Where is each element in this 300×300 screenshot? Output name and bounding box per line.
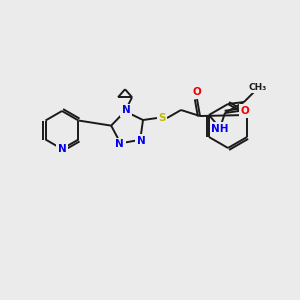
Text: O: O [193,87,201,97]
Text: S: S [158,113,166,123]
Text: O: O [241,106,249,116]
Text: NH: NH [211,124,229,134]
Text: N: N [122,105,130,115]
Text: N: N [115,139,124,149]
Text: CH₃: CH₃ [249,82,267,91]
Text: N: N [137,136,146,146]
Text: N: N [58,144,66,154]
